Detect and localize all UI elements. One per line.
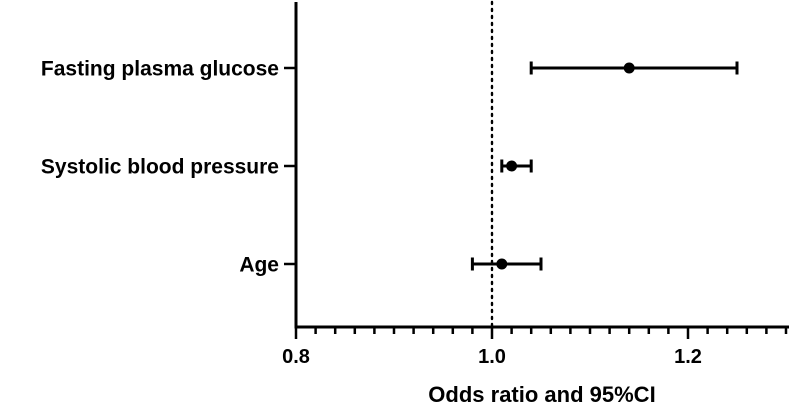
forest-row: Systolic blood pressure: [41, 156, 533, 179]
x-tick-label: 0.8: [282, 346, 310, 368]
row-label: Fasting plasma glucose: [41, 58, 279, 81]
odds-ratio-point: [496, 258, 508, 270]
x-tick-label: 1.0: [478, 346, 506, 368]
x-axis-title: Odds ratio and 95%CI: [428, 382, 655, 407]
row-label: Age: [239, 254, 279, 277]
odds-ratio-point: [623, 62, 635, 74]
forest-row: Fasting plasma glucose: [41, 58, 739, 81]
row-label: Systolic blood pressure: [41, 156, 279, 179]
forest-row: Age: [239, 254, 543, 277]
x-tick-label: 1.2: [674, 346, 702, 368]
odds-ratio-point: [506, 160, 518, 172]
